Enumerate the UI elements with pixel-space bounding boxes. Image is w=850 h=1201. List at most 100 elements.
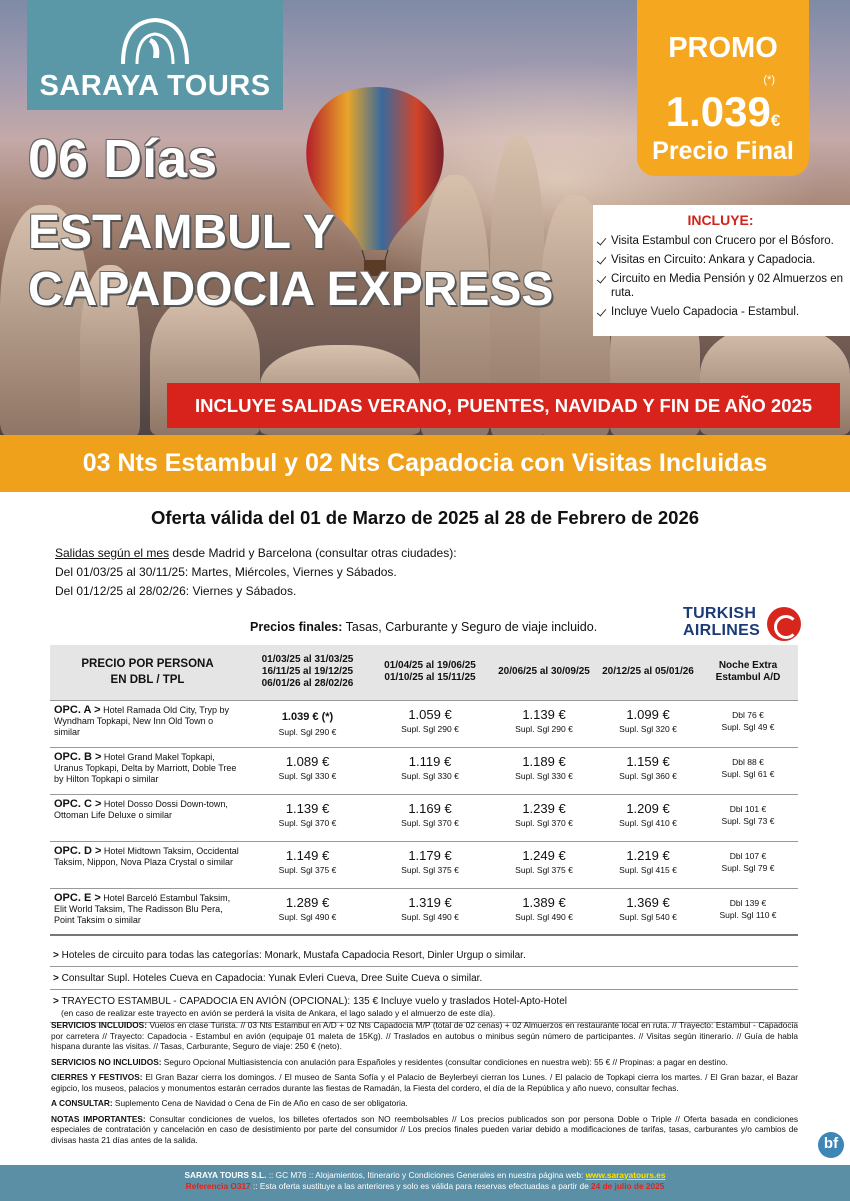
price-cell: 1.089 € Supl. Sgl 330 € xyxy=(245,746,370,794)
condition-text: Suplemento Cena de Navidad o Cena de Fin… xyxy=(112,1098,408,1108)
note: > Hoteles de circuito para todas las cat… xyxy=(50,944,798,967)
table-row: OPC. A > Hotel Ramada Old City, Tryp by … xyxy=(50,699,798,747)
single-supplement: Supl. Sgl 360 € xyxy=(619,770,677,781)
table-row: OPC. E > Hotel Barceló Estambul Taksim, … xyxy=(50,887,798,936)
price-value: 1.389 € xyxy=(522,894,566,910)
price-cell: 1.239 € Supl. Sgl 370 € xyxy=(490,793,598,841)
extra-night-cell: Dbl 107 € Supl. Sgl 79 € xyxy=(698,840,798,888)
single-supplement: Supl. Sgl 370 € xyxy=(401,817,459,828)
option-label: OPC. D > xyxy=(54,844,102,857)
text: :: GC M76 :: Alojamientos, Itinerario y … xyxy=(266,1170,586,1180)
price: 1.139 € xyxy=(247,800,368,817)
single-supplement: Supl. Sgl 540 € xyxy=(619,911,677,922)
price-cell: 1.039 € (*) Supl. Sgl 290 € xyxy=(245,699,370,747)
price-cell: 1.319 € Supl. Sgl 490 € xyxy=(370,887,490,936)
header-line: PRECIO POR PERSONA xyxy=(81,658,214,671)
price-cell: 1.119 € Supl. Sgl 330 € xyxy=(370,746,490,794)
extra-night-cell: Dbl 76 € Supl. Sgl 49 € xyxy=(698,699,798,747)
price-value: 1.159 € xyxy=(626,753,670,769)
condition: SERVICIOS NO INCLUIDOS: Seguro Opcional … xyxy=(51,1057,798,1068)
price: 1.039 xyxy=(665,88,771,135)
price-cell: 1.159 € Supl. Sgl 360 € xyxy=(598,746,698,794)
price: 1.189 € xyxy=(492,753,596,770)
logo: SARAYA TOURS xyxy=(27,0,283,110)
airline-text: AIRLINES xyxy=(683,622,761,639)
price: 1.249 € xyxy=(492,847,596,864)
hotels: Hotel Midtown Taksim, Occidental Taksim,… xyxy=(54,845,239,867)
price: 1.099 € xyxy=(600,706,696,723)
website-link[interactable]: www.sarayatours.es xyxy=(585,1170,666,1180)
logo-icon xyxy=(121,17,189,65)
extra-sgl: Supl. Sgl 110 € xyxy=(719,909,777,920)
single-supplement: Supl. Sgl 415 € xyxy=(619,864,677,875)
header-line: 20/06/25 al 30/09/25 xyxy=(498,666,590,678)
header-cell: 20/12/25 al 05/01/26 xyxy=(598,645,698,700)
underlined: Salidas según el mes xyxy=(55,546,170,560)
airline-emblem xyxy=(767,607,801,641)
price-value: 1.089 € xyxy=(285,753,330,769)
brand-name: SARAYA TOURS xyxy=(39,70,271,102)
price-value: 1.039 xyxy=(281,710,310,723)
departures-lead: Salidas según el mes desde Madrid y Barc… xyxy=(55,544,457,563)
condition-title: CIERRES Y FESTIVOS: xyxy=(51,1072,143,1082)
promo-sub: Precio Final xyxy=(652,137,794,165)
extra-sgl: Supl. Sgl 61 € xyxy=(721,768,775,779)
company: SARAYA TOURS S.L. xyxy=(184,1170,267,1180)
table-body: OPC. A > Hotel Ramada Old City, Tryp by … xyxy=(50,699,798,936)
option-label: OPC. A > xyxy=(54,703,101,716)
single-supplement: Supl. Sgl 375 € xyxy=(278,864,337,875)
extra-night-cell: Dbl 88 € Supl. Sgl 61 € xyxy=(698,746,798,794)
option-cell: OPC. B > Hotel Grand Makel Topkapi, Uran… xyxy=(50,746,245,794)
price-value: 1.119 € xyxy=(408,753,452,769)
price-value: 1.139 € xyxy=(285,800,330,816)
extra-dbl: Dbl 107 € xyxy=(729,850,767,861)
price-cell: 1.169 € Supl. Sgl 370 € xyxy=(370,793,490,841)
price-value: 1.189 € xyxy=(522,753,566,769)
price-value: 1.239 € xyxy=(522,800,566,816)
price: 1.369 € xyxy=(600,894,696,911)
price-cell: 1.179 € Supl. Sgl 375 € xyxy=(370,840,490,888)
single-supplement: Supl. Sgl 375 € xyxy=(401,864,459,875)
extra-sgl: Supl. Sgl 49 € xyxy=(721,721,775,732)
price-value: 1.179 € xyxy=(408,847,452,863)
single-supplement: Supl. Sgl 330 € xyxy=(515,770,573,781)
includes-title: INCLUYE: xyxy=(687,212,754,228)
extra-sgl: Supl. Sgl 79 € xyxy=(721,862,775,873)
note: > TRAYECTO ESTAMBUL - CAPADOCIA EN AVIÓN… xyxy=(50,990,798,1023)
includes-box: INCLUYE: Visita Estambul con Crucero por… xyxy=(593,205,850,336)
includes-list: Visita Estambul con Crucero por el Bósfo… xyxy=(597,234,844,319)
text: Tasas, Carburante y Seguro de viaje incl… xyxy=(342,620,598,634)
include-item: Circuito en Media Pensión y 02 Almuerzos… xyxy=(597,272,844,300)
promo-price: 1.039€ xyxy=(637,88,809,136)
extra-dbl: Dbl 88 € xyxy=(732,756,764,767)
title: CAPADOCIA EXPRESS xyxy=(28,263,554,316)
single-supplement: Supl. Sgl 490 € xyxy=(401,911,459,922)
condition-text: Vuelos en clase Turista. // 03 Nts Estam… xyxy=(51,1020,798,1051)
reference: Referencia O317 xyxy=(185,1181,251,1191)
condition-title: SERVICIOS NO INCLUIDOS: xyxy=(51,1056,162,1067)
price-cell: 1.289 € Supl. Sgl 490 € xyxy=(245,887,370,936)
header-cell: Noche Extra Estambul A/D xyxy=(698,645,798,700)
condition-text: Consultar condiciones de vuelos, los bil… xyxy=(51,1113,798,1145)
header-line: 16/11/25 al 19/12/25 xyxy=(261,666,354,678)
condition-title: A CONSULTAR: xyxy=(51,1098,113,1108)
price-value: 1.249 € xyxy=(522,847,566,863)
price: 1.089 € xyxy=(247,753,368,770)
price-value: 1.059 € xyxy=(408,706,452,722)
footer-bar: SARAYA TOURS S.L. :: GC M76 :: Alojamien… xyxy=(0,1165,850,1201)
condition: NOTAS IMPORTANTES: Consultar condiciones… xyxy=(51,1114,798,1146)
header-cell: 20/06/25 al 30/09/25 xyxy=(490,645,598,700)
extra-night-cell: Dbl 101 € Supl. Sgl 73 € xyxy=(698,793,798,841)
red-banner: INCLUYE SALIDAS VERANO, PUENTES, NAVIDAD… xyxy=(167,383,840,428)
header-line: 01/10/25 al 15/11/25 xyxy=(384,672,476,684)
header-line: Noche Extra xyxy=(718,660,778,672)
price-value: 1.369 € xyxy=(626,894,670,910)
price-table: PRECIO POR PERSONA EN DBL / TPL 01/03/25 a… xyxy=(50,645,798,936)
price-cell: 1.059 € Supl. Sgl 290 € xyxy=(370,699,490,747)
orange-banner: 03 Nts Estambul y 02 Nts Capadocia con V… xyxy=(0,435,850,492)
price-cell: 1.099 € Supl. Sgl 320 € xyxy=(598,699,698,747)
price-value: 1.169 € xyxy=(408,800,452,816)
price: 1.219 € xyxy=(600,847,696,864)
note-marker: > xyxy=(53,973,59,984)
